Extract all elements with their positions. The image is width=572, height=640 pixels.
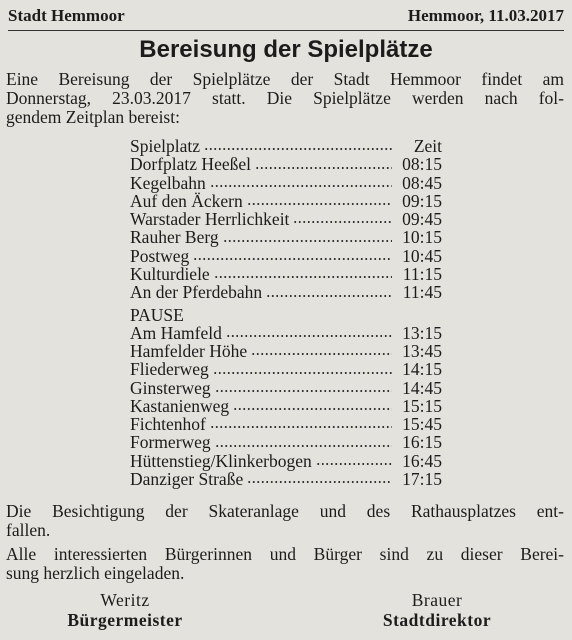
place: Am Hamfeld [130, 322, 222, 343]
schedule-row: Postweg 10:45 [130, 245, 442, 266]
place: Kegelbahn [130, 172, 206, 193]
signature: Weritz Bürgermeister [50, 590, 200, 630]
place: Dorfplatz Heeßel [130, 154, 251, 175]
text-line: sung herzlich eingeladen. [6, 563, 185, 583]
text-line: Die Besichtigung der Skateranlage und de… [6, 501, 564, 521]
place: Spielplatz [130, 136, 200, 156]
time: 16:15 [402, 432, 442, 453]
leader-dots [222, 238, 392, 243]
leader-dots [266, 293, 392, 298]
schedule-row: Dorfplatz Heeßel 08:15 [130, 154, 442, 175]
time: 15:15 [402, 395, 442, 416]
time: 15:45 [402, 414, 442, 435]
place: Fichtenhof [130, 414, 206, 435]
schedule-row: Hamfelder Höhe 13:45 [130, 340, 442, 361]
place: Hüttenstieg/Klinkerbogen [130, 450, 312, 471]
time: 10:45 [402, 245, 442, 266]
leader-dots [209, 183, 392, 188]
leader-dots [203, 147, 392, 152]
closing-paragraph: Alle interessierten Bürgerinnen und Bürg… [6, 545, 564, 583]
schedule-row: Danziger Straße 17:15 [130, 469, 442, 490]
schedule-row: Fliederweg 14:15 [130, 359, 442, 380]
header-right: Hemmoor, 11.03.2017 [407, 6, 564, 25]
leader-dots [247, 480, 392, 485]
leader-dots [212, 370, 392, 375]
time: 10:15 [402, 227, 442, 248]
time: 08:15 [402, 154, 442, 175]
schedule-row: Spielplatz Zeit [130, 136, 442, 156]
schedule-row: Kegelbahn 08:45 [130, 172, 442, 193]
place: Fliederweg [130, 359, 209, 380]
place: An der Pferdebahn [130, 282, 263, 303]
text-line: Alle interessierten Bürgerinnen und Bürg… [6, 544, 564, 564]
time: 14:45 [402, 377, 442, 398]
header-left: Stadt Hemmoor [8, 6, 125, 25]
schedule-row: Rauher Berg 10:15 [130, 227, 442, 248]
time: 16:45 [402, 450, 442, 471]
schedule-row: Kastanienweg 15:15 [130, 395, 442, 416]
text-line: Eine Bereisung der Spielplätze der Stadt… [6, 69, 564, 89]
closing-paragraph: Die Besichtigung der Skateranlage und de… [6, 502, 564, 540]
time: 09:15 [402, 190, 442, 211]
schedule-row: Ginsterweg 14:45 [130, 377, 442, 398]
schedule-row: Formerweg 16:15 [130, 432, 442, 453]
time: 13:15 [402, 322, 442, 343]
schedule-row: Am Hamfeld 13:15 [130, 322, 442, 343]
place: Rauher Berg [130, 227, 219, 248]
title: Bereisung der Spielplätze [139, 36, 433, 63]
leader-dots [225, 333, 392, 338]
schedule-row: Kulturdiele 11:15 [130, 264, 442, 285]
place: Ginsterweg [130, 377, 211, 398]
time: 11:45 [402, 282, 442, 303]
pause: PAUSE [130, 304, 184, 325]
schedule-row: Auf den Äckern 09:15 [130, 190, 442, 211]
schedule-row: An der Pferdebahn 11:45 [130, 282, 442, 303]
time: 17:15 [402, 469, 442, 490]
signature-role: Stadtdirektor [382, 610, 492, 630]
signature-name: Brauer [411, 590, 463, 610]
signature-name: Weritz [100, 590, 150, 610]
place: Postweg [130, 245, 190, 266]
leader-dots [214, 443, 392, 448]
leader-dots [233, 407, 392, 412]
signature: Brauer Stadtdirektor [362, 590, 512, 630]
place: Hamfelder Höhe [130, 340, 248, 361]
time: 14:15 [402, 359, 442, 380]
leader-dots [254, 165, 392, 170]
signature-role: Bürgermeister [67, 610, 183, 630]
schedule-row: Fichtenhof 15:45 [130, 414, 442, 435]
leader-dots [251, 352, 392, 357]
leader-dots [213, 275, 392, 280]
schedule: Spielplatz Zeit Dorfplatz Heeßel 08:15 Kegel… [130, 136, 442, 490]
text-line: fallen. [6, 520, 51, 540]
schedule-row: Hüttenstieg/Klinkerbogen 16:45 [130, 450, 442, 471]
time: 09:45 [402, 209, 442, 230]
leader-dots [293, 220, 392, 225]
place: Auf den Äckern [130, 190, 243, 211]
leader-dots [209, 425, 392, 430]
time: Zeit [413, 136, 442, 156]
text-line: gendem Zeitplan bereist: [6, 107, 180, 127]
place: Formerweg [130, 432, 211, 453]
place: Warstader Herrlichkeit [130, 209, 290, 230]
time: 11:15 [402, 264, 442, 285]
leader-dots [315, 462, 392, 467]
leader-dots [246, 202, 392, 207]
place: Kulturdiele [130, 264, 210, 285]
place: Danziger Straße [130, 469, 244, 490]
place: Kastanienweg [130, 395, 230, 416]
schedule-row: Warstader Herrlichkeit 09:45 [130, 209, 442, 230]
text-line: Donnerstag, 23.03.2017 statt. Die Spielp… [6, 88, 564, 108]
intro: Eine Bereisung der Spielplätze der Stadt… [6, 70, 564, 127]
time: 13:45 [402, 340, 442, 361]
header: Stadt Hemmoor Hemmoor, 11.03.2017 [8, 6, 564, 31]
time: 08:45 [402, 172, 442, 193]
leader-dots [214, 388, 392, 393]
leader-dots [193, 257, 392, 262]
